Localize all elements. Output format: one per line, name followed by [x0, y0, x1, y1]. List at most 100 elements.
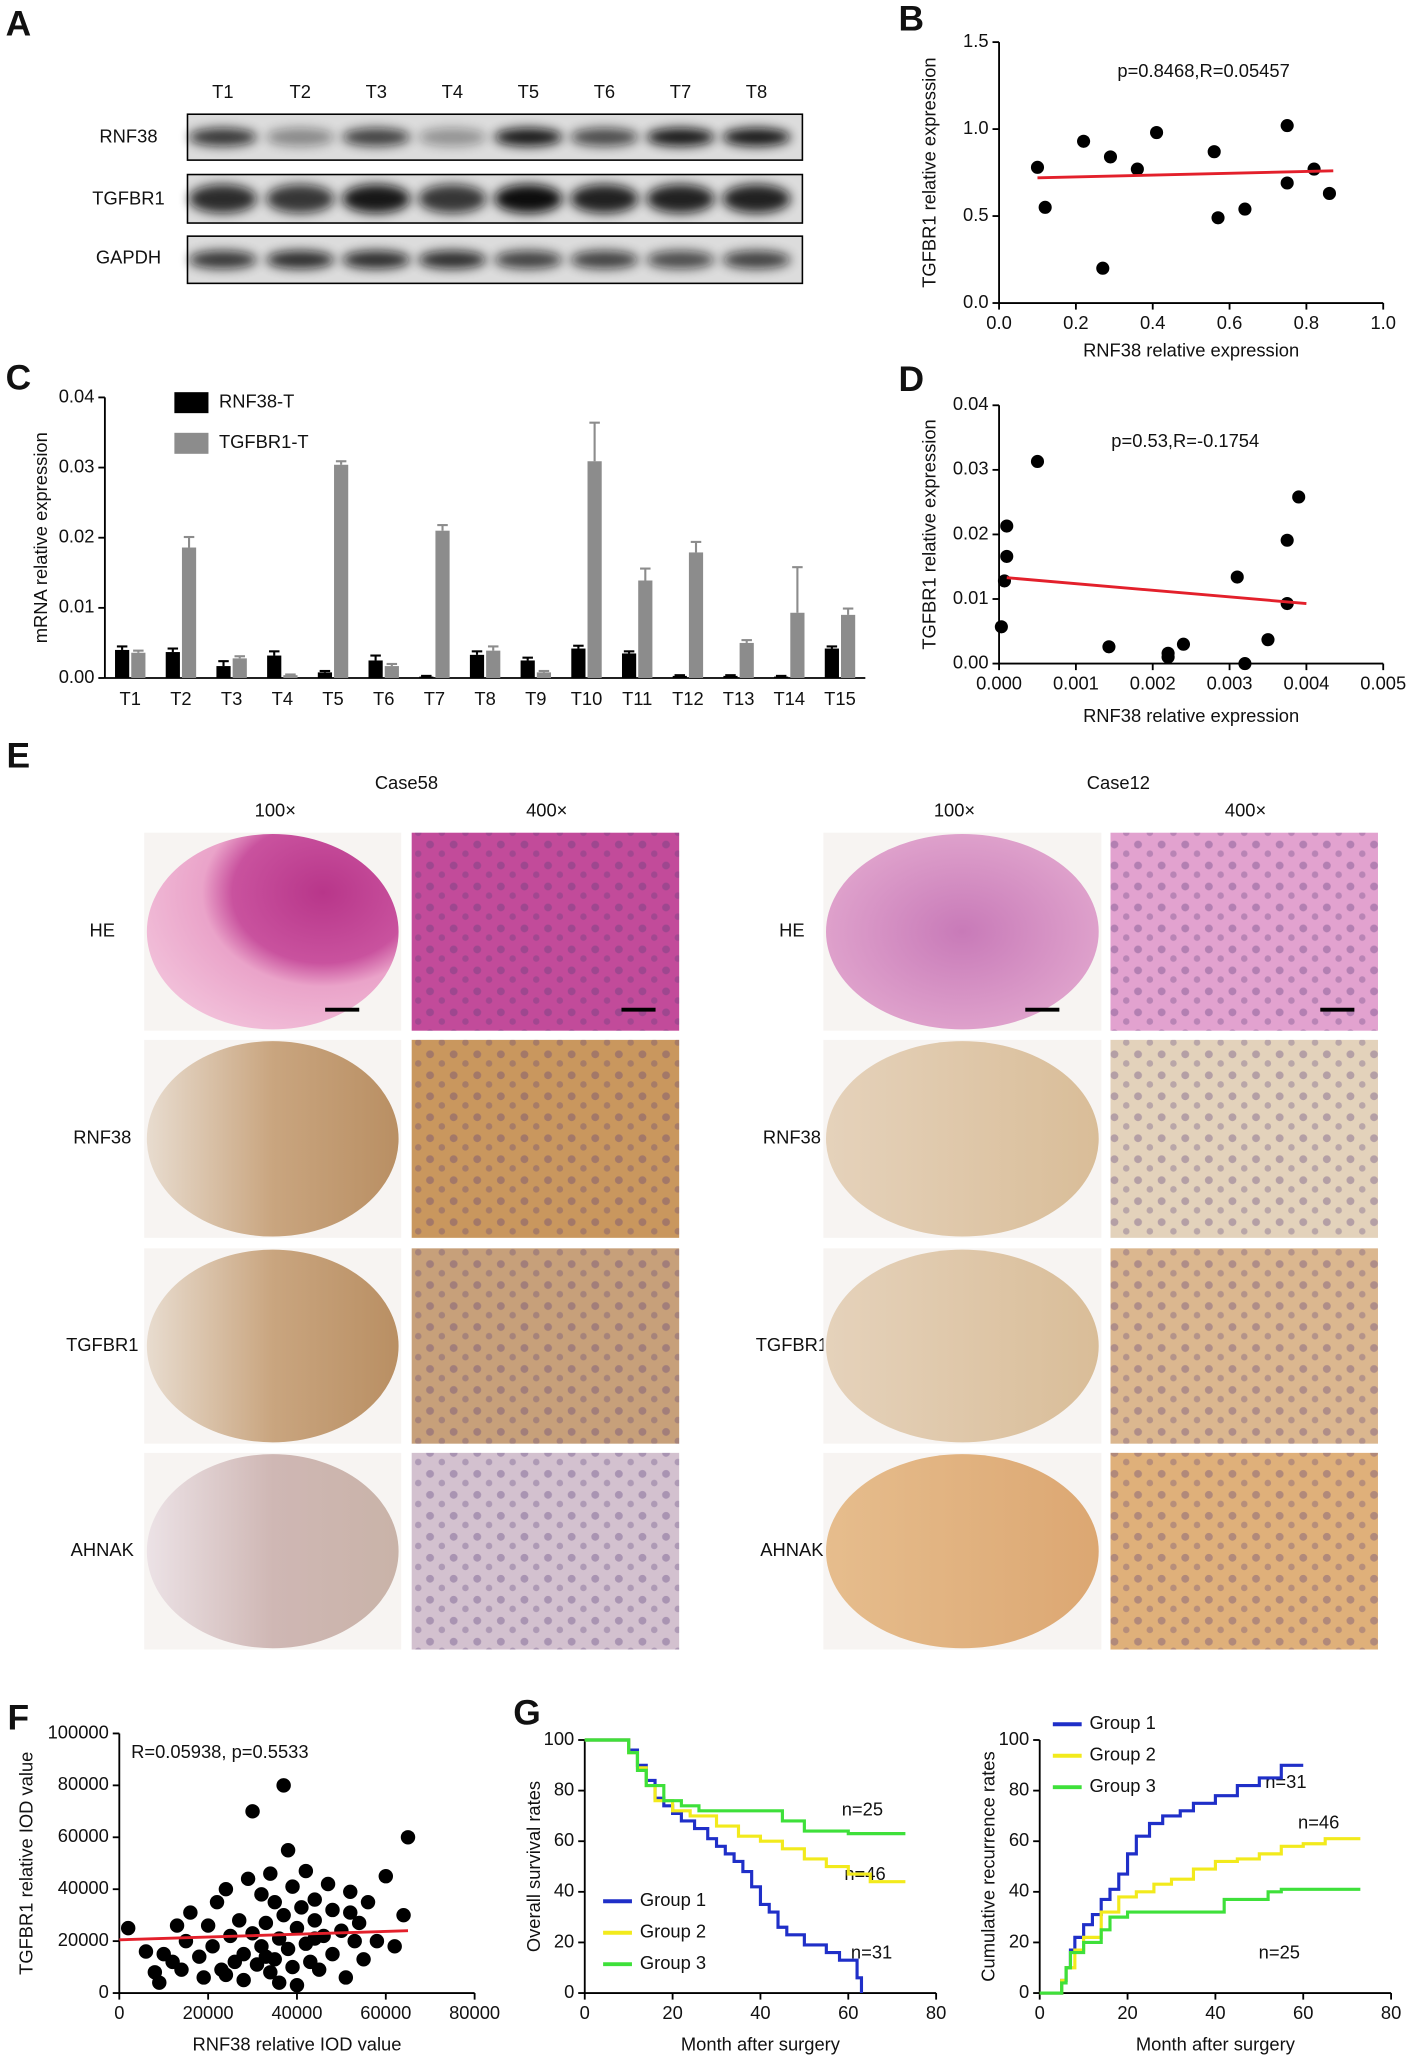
stain-label: HE — [90, 920, 115, 941]
x-tick-label: T11 — [622, 688, 652, 709]
point — [387, 1939, 402, 1954]
bar — [435, 530, 450, 678]
x-tick-label: 0 — [114, 2002, 124, 2023]
point — [196, 1970, 211, 1985]
annotation: n=46 — [1298, 1812, 1339, 1833]
tissue-texture — [411, 1452, 680, 1650]
point — [378, 1869, 394, 1884]
x-tick-label: 60 — [1293, 2002, 1313, 2023]
y-tick-label: 0 — [564, 1981, 574, 2002]
y-axis-label: TGFBR1 relative IOD value — [15, 1752, 36, 1975]
point — [1238, 202, 1252, 216]
annotation: n=25 — [842, 1799, 883, 1820]
y-axis-label: mRNA relative expression — [30, 432, 51, 643]
point — [1307, 162, 1321, 176]
annotation: R=0.05938, p=0.5533 — [131, 1741, 308, 1762]
annotation: n=25 — [1259, 1942, 1300, 1963]
y-tick-label: 100 — [544, 1728, 575, 1749]
stain-label: TGFBR1 — [756, 1334, 828, 1355]
point — [1280, 176, 1294, 190]
y-tick-label: 0.04 — [953, 393, 989, 414]
x-tick-label: 80 — [1381, 2002, 1401, 2023]
x-tick-label: 40 — [750, 2002, 770, 2023]
survival-curve — [584, 1738, 906, 1884]
bar — [267, 655, 282, 678]
survival-curve — [1039, 1763, 1304, 1995]
x-tick-label: 0 — [1035, 2002, 1045, 2023]
blot-band — [188, 250, 257, 269]
blot-band — [188, 127, 257, 147]
x-tick-label: 40 — [1205, 2002, 1225, 2023]
panel-label: B — [898, 0, 924, 38]
point — [245, 1926, 260, 1941]
blot-band — [646, 184, 715, 214]
magnification-label: 100× — [255, 800, 296, 821]
survival-curve — [584, 1738, 864, 1994]
point — [360, 1894, 376, 1910]
panel-label: D — [898, 360, 924, 399]
point — [347, 1933, 362, 1949]
blot-band — [722, 127, 791, 147]
point — [1077, 134, 1091, 148]
x-axis-label: RNF38 relative IOD value — [192, 2033, 401, 2054]
y-tick-label: 60 — [554, 1829, 574, 1850]
point — [1176, 637, 1191, 651]
lane-label: T3 — [366, 81, 387, 102]
blot-band — [266, 184, 335, 214]
legend-label: Group 1 — [1090, 1712, 1156, 1733]
point — [396, 1907, 411, 1923]
y-tick-label: 0.0 — [963, 291, 989, 312]
panel-label: F — [8, 1699, 30, 1738]
magnification-label: 400× — [526, 800, 567, 821]
x-tick-label: T4 — [272, 688, 293, 709]
x-axis-label: Month after surgery — [681, 2033, 841, 2054]
tissue-texture — [1110, 1452, 1378, 1650]
x-tick-label: T3 — [221, 688, 242, 709]
tissue-core — [146, 1249, 399, 1443]
legend-label: Group 3 — [1090, 1775, 1156, 1796]
point — [338, 1970, 354, 1985]
bar — [419, 676, 434, 678]
bar — [486, 650, 501, 678]
bar — [571, 648, 586, 678]
point — [1102, 640, 1116, 654]
blot-band — [722, 250, 791, 269]
point — [1000, 519, 1014, 533]
x-tick-label: 0.005 — [1360, 672, 1406, 693]
point — [1030, 454, 1045, 469]
point — [236, 1946, 251, 1962]
lane-label: T8 — [746, 81, 767, 102]
tissue-core — [826, 1249, 1099, 1443]
point — [120, 1920, 136, 1936]
fit-line — [1006, 576, 1307, 605]
stain-label: HE — [779, 920, 804, 941]
panel-label: A — [6, 5, 32, 44]
point — [1207, 145, 1221, 159]
bar — [520, 660, 535, 678]
stain-label: RNF38 — [73, 1127, 131, 1148]
lane-label: T2 — [290, 81, 311, 102]
tissue-texture — [411, 1039, 680, 1238]
legend-label: TGFBR1-T — [219, 431, 309, 452]
x-axis-label: RNF38 relative expression — [1083, 339, 1299, 360]
point — [232, 1913, 247, 1928]
x-tick-label: T6 — [373, 688, 394, 709]
y-tick-label: 80 — [1009, 1778, 1029, 1799]
tissue-texture — [411, 832, 680, 1031]
blot-band — [188, 184, 257, 214]
blot-band — [570, 127, 639, 147]
y-tick-label: 80000 — [58, 1773, 109, 1794]
point — [280, 1941, 296, 1957]
point — [1280, 119, 1294, 133]
magnification-label: 400× — [1225, 800, 1266, 821]
point — [169, 1918, 185, 1933]
blot-row-label: GAPDH — [96, 246, 161, 267]
point — [343, 1905, 358, 1920]
bar — [688, 552, 704, 678]
bar — [774, 676, 789, 678]
point — [192, 1949, 207, 1964]
x-tick-label: T13 — [723, 688, 755, 709]
x-tick-label: T1 — [120, 688, 141, 709]
bar — [790, 612, 805, 678]
